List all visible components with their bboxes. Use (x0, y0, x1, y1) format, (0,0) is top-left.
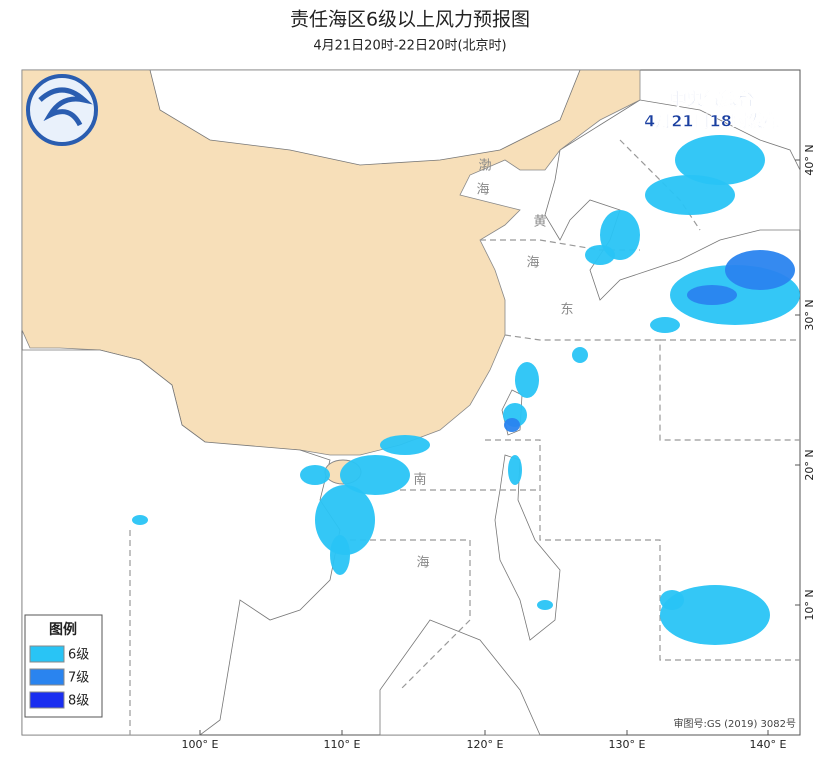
legend-swatch (29, 691, 65, 709)
wind-areas (132, 135, 800, 645)
sea-label: 海 (416, 556, 429, 571)
wind-area (515, 362, 539, 398)
wind-area (645, 175, 735, 215)
wind-area (380, 435, 430, 455)
sea-label: 渤 (478, 158, 491, 174)
mongolia (149, 69, 581, 166)
issuer: 中央气象台 (670, 89, 755, 110)
logo-mark (38, 87, 93, 127)
lon-label: 110° E (324, 738, 361, 751)
lon-label: 130° E (609, 738, 646, 751)
axes: 100° E 110° E 120° E 130° E 140° E 40° N 30° N… (182, 144, 816, 751)
title: 责任海区6级以上风力预报图 (290, 9, 530, 31)
philippines (494, 454, 561, 641)
wind-area (650, 317, 680, 333)
wind-area (537, 600, 553, 610)
lon-label: 140° E (750, 738, 787, 751)
borneo (379, 619, 541, 736)
wind-area (725, 250, 795, 290)
wind-area (660, 590, 684, 610)
wind-area (315, 485, 375, 555)
wind-area (675, 135, 765, 185)
sea-label: 海 (526, 256, 539, 271)
sea-label: 南 (413, 472, 426, 488)
wind-area (340, 455, 410, 495)
approval: 审图号:GS (2019) 3082号 (673, 717, 796, 730)
legend-swatch (29, 668, 65, 686)
legend: 图例 6级 7级 8级 (24, 614, 103, 718)
lat-label: 20° N (803, 449, 816, 480)
legend-label: 6级 (68, 648, 89, 663)
subtitle: 4月21日20时-22日20时(北京时) (313, 39, 506, 54)
sea-label: 黄 (533, 215, 546, 230)
wind-area (572, 347, 588, 363)
lon-label: 120° E (467, 738, 504, 751)
lat-label: 40° N (803, 144, 816, 175)
wind-area (300, 465, 330, 485)
wind-area (660, 585, 770, 645)
wind-area (687, 285, 737, 305)
wind-area (330, 535, 350, 575)
legend-label: 7级 (68, 671, 89, 686)
wind-area (585, 245, 615, 265)
wind-area (132, 515, 148, 525)
wind-area (504, 418, 520, 432)
lat-label: 30° N (803, 299, 816, 330)
wind-area (508, 455, 522, 485)
legend-swatch (29, 645, 65, 663)
issue-time: 4月21日18时发布 (644, 112, 780, 131)
wind-area (600, 210, 640, 260)
legend-label: 8级 (68, 694, 89, 709)
sea-label: 海 (476, 183, 489, 198)
lon-label: 100° E (182, 738, 219, 751)
sea-label: 东 (560, 303, 573, 318)
lat-label: 10° N (803, 589, 816, 620)
legend-items: 6级 7级 8级 (29, 645, 89, 709)
legend-title: 图例 (49, 621, 77, 638)
